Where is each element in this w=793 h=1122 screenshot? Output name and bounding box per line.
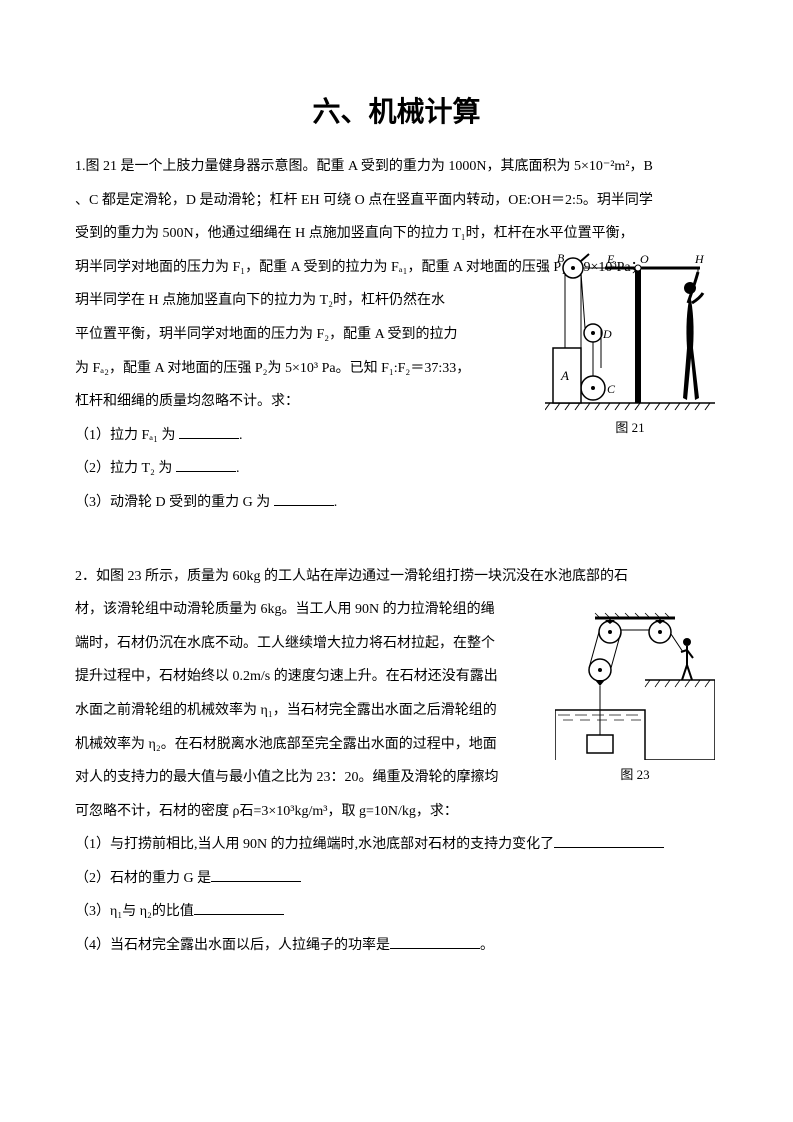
p1-line1: 1.图 21 是一个上肢力量健身器示意图。配重 A 受到的重力为 1000N，其… — [75, 150, 718, 184]
p2-q4-text: （4）当石材完全露出水面以后，人拉绳子的功率是 — [75, 938, 390, 953]
p2-q3: （3）η₁与 η₂的比值 — [75, 895, 718, 929]
p2-q2: （2）石材的重力 G 是 — [75, 862, 718, 896]
figure-21: E O H B D C A 图 — [545, 248, 715, 436]
p2-q2-text: （2）石材的重力 G 是 — [75, 871, 211, 886]
figure-23-svg — [555, 610, 715, 760]
blank-q2 — [176, 458, 236, 472]
p2-q1: （1）与打捞前相比,当人用 90N 的力拉绳端时,水池底部对石材的支持力变化了 — [75, 828, 718, 862]
p1-q2: （2）拉力 T₂ 为 . — [75, 452, 718, 486]
svg-text:O: O — [640, 252, 649, 266]
blank-q1 — [179, 425, 239, 439]
p1-line3: 受到的重力为 500N，他通过细绳在 H 点施加竖直向下的拉力 T₁时，杠杆在水… — [75, 217, 718, 251]
figure-23: 图 23 — [555, 610, 715, 783]
blank-p2-q2 — [211, 868, 301, 882]
p2-q1-text: （1）与打捞前相比,当人用 90N 的力拉绳端时,水池底部对石材的支持力变化了 — [75, 837, 554, 852]
figure-21-svg: E O H B D C A — [545, 248, 715, 413]
p1-q1-text: （1）拉力 Fₐ₁ 为 — [75, 428, 179, 443]
svg-text:H: H — [694, 252, 705, 266]
p2-q3-text: （3）η₁与 η₂的比值 — [75, 904, 194, 919]
p2-line1: 2．如图 23 所示，质量为 60kg 的工人站在岸边通过一滑轮组打捞一块沉没在… — [75, 560, 718, 594]
blank-p2-q4 — [390, 935, 480, 949]
blank-p2-q1 — [554, 834, 664, 848]
p1-line2: 、C 都是定滑轮，D 是动滑轮；杠杆 EH 可绕 O 点在竖直平面内转动，OE:… — [75, 184, 718, 218]
svg-text:A: A — [560, 368, 569, 383]
blank-p2-q3 — [194, 901, 284, 915]
svg-text:E: E — [606, 252, 615, 266]
p1-q2-text: （2）拉力 T₂ 为 — [75, 461, 176, 476]
p2-line8: 可忽略不计，石材的密度 ρ石=3×10³kg/m³，取 g=10N/kg，求： — [75, 795, 718, 829]
svg-text:D: D — [602, 327, 612, 341]
p2-q4: （4）当石材完全露出水面以后，人拉绳子的功率是 。 — [75, 929, 718, 963]
p1-q3: （3）动滑轮 D 受到的重力 G 为 . — [75, 486, 718, 520]
figure-21-caption: 图 21 — [545, 417, 715, 436]
page-title: 六、机械计算 — [75, 90, 718, 130]
p1-q3-text: （3）动滑轮 D 受到的重力 G 为 — [75, 495, 274, 510]
blank-q3 — [274, 492, 334, 506]
svg-text:C: C — [607, 382, 616, 396]
p2-q4-end: 。 — [480, 938, 494, 953]
svg-text:B: B — [557, 251, 565, 265]
p1-q3-end: . — [334, 495, 338, 510]
figure-23-caption: 图 23 — [555, 764, 715, 783]
p1-q1-end: . — [239, 428, 243, 443]
p1-q2-end: . — [236, 461, 240, 476]
